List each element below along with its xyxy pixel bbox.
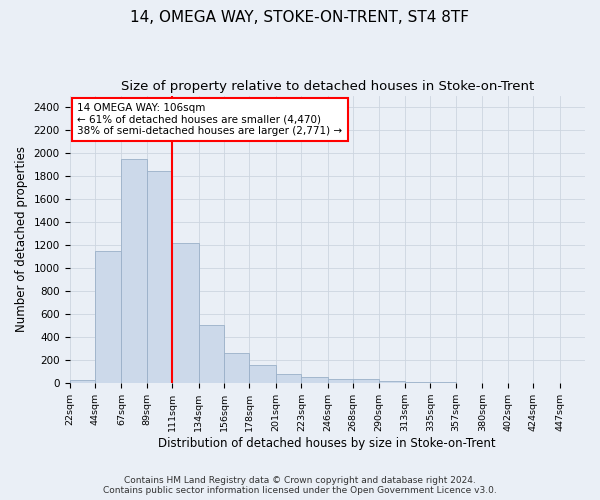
Bar xyxy=(353,379,379,383)
Y-axis label: Number of detached properties: Number of detached properties xyxy=(15,146,28,332)
X-axis label: Distribution of detached houses by size in Stoke-on-Trent: Distribution of detached houses by size … xyxy=(158,437,496,450)
Bar xyxy=(301,377,328,383)
Bar xyxy=(405,382,430,383)
Text: Contains HM Land Registry data © Crown copyright and database right 2024.
Contai: Contains HM Land Registry data © Crown c… xyxy=(103,476,497,495)
Bar xyxy=(199,324,224,383)
Bar xyxy=(250,366,276,383)
Bar xyxy=(172,243,199,383)
Bar xyxy=(95,251,121,383)
Bar xyxy=(276,374,301,383)
Bar xyxy=(456,382,482,383)
Bar xyxy=(430,382,456,383)
Bar xyxy=(379,381,405,383)
Title: Size of property relative to detached houses in Stoke-on-Trent: Size of property relative to detached ho… xyxy=(121,80,534,93)
Text: 14, OMEGA WAY, STOKE-ON-TRENT, ST4 8TF: 14, OMEGA WAY, STOKE-ON-TRENT, ST4 8TF xyxy=(131,10,470,25)
Bar xyxy=(328,379,353,383)
Text: 14 OMEGA WAY: 106sqm
← 61% of detached houses are smaller (4,470)
38% of semi-de: 14 OMEGA WAY: 106sqm ← 61% of detached h… xyxy=(77,102,343,136)
Bar xyxy=(70,380,95,383)
Bar xyxy=(121,159,147,383)
Bar xyxy=(147,172,172,383)
Bar xyxy=(224,352,250,383)
